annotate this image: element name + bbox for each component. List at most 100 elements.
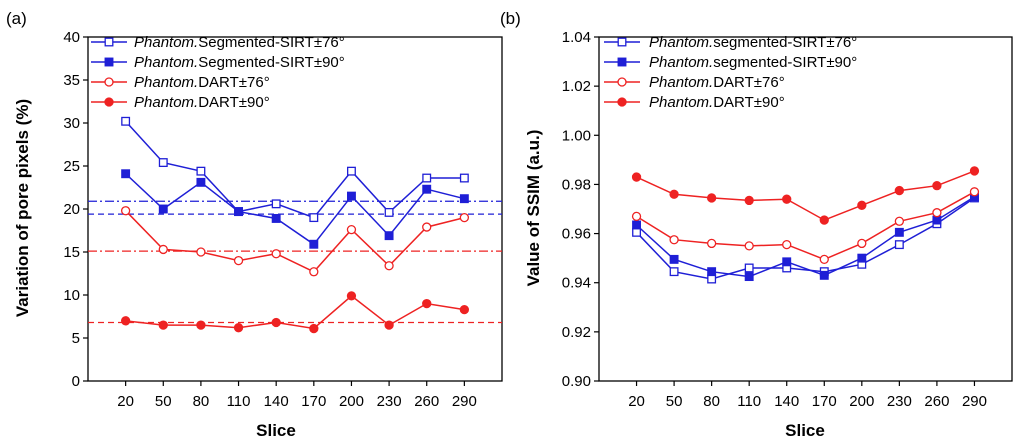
panel-b-series-4-point <box>782 194 792 204</box>
panel-b-series-2-point <box>707 267 717 277</box>
panel-b-legend-label-1: Phantom.segmented-SIRT±76° <box>649 34 857 51</box>
panel-b-series-3-line <box>636 191 975 261</box>
panel-a-x-tick-label: 80 <box>193 393 210 410</box>
panel-a-legend-label-3: Phantom.DART±76° <box>134 74 270 91</box>
panel-b-x-tick-label: 170 <box>812 393 837 410</box>
panel-b-y-tick-label: 1.04 <box>562 29 591 46</box>
panel-a-legend-label-4: Phantom.DART±90° <box>134 94 270 111</box>
panel-b-x-tick-label: 290 <box>962 393 987 410</box>
panel-b-series-4-point <box>631 172 642 182</box>
panel-b: (b) Value of SSIM (a.u.) Slice 0.900.920… <box>500 9 1013 440</box>
panel-a-series-3-point <box>384 261 394 271</box>
panel-a-series-2-line <box>125 173 465 246</box>
panel-a-x-tick-label: 50 <box>155 393 172 410</box>
panel-a-series-2-point <box>121 169 131 179</box>
panel-b-series-3-point <box>932 208 942 218</box>
panel-b-series-1-point <box>894 240 904 250</box>
panel-b-series-1-point <box>669 267 679 277</box>
panel-a: (a) Variation of pore pixels (%) Slice 0… <box>6 9 503 440</box>
panel-b-x-tick-label: 230 <box>887 393 912 410</box>
panel-b-legend-marker-4 <box>617 97 627 107</box>
panel-a-series-4-point <box>309 323 319 334</box>
panel-b-series-2-point <box>744 272 754 282</box>
panel-b-series-3-point <box>782 239 792 250</box>
panel-b-series-2-point <box>782 257 792 267</box>
panel-a-series-4-point <box>384 320 394 330</box>
panel-a-series-1-line <box>125 120 465 219</box>
panel-a-x-tick-label: 230 <box>377 393 402 410</box>
panel-a-series-1-point <box>384 207 394 217</box>
panel-a-x-tick-label: 20 <box>117 393 134 410</box>
panel-b-legend-marker-3 <box>617 77 627 87</box>
panel-a-series-3-point <box>196 247 206 257</box>
panel-a-legend-marker-3 <box>104 77 114 87</box>
panel-a-series-3-point <box>158 244 168 255</box>
panel-b-series-4-point <box>969 166 980 176</box>
panel-a-y-tick-label: 25 <box>63 158 80 175</box>
panel-a-legend-label-2: Phantom.Segmented-SIRT±90° <box>134 54 345 71</box>
panel-a-series-1-point <box>347 166 356 176</box>
panel-b-y-axis-title: Value of SSIM (a.u.) <box>524 130 543 287</box>
panel-a-label: (a) <box>6 9 27 28</box>
panel-b-y-tick-label: 0.90 <box>562 373 591 390</box>
panel-a-series-3-point <box>271 249 281 259</box>
panel-a-y-tick-label: 20 <box>63 201 80 218</box>
panel-b-series-2-line <box>635 196 975 278</box>
panel-a-x-axis-title: Slice <box>256 421 296 440</box>
panel-b-plot: 0.90 0.92 0.94 0.96 0.98 1.00 1.02 1.04 20 50 80 11… <box>562 29 1013 410</box>
panel-a-y-tick-label: 15 <box>63 244 80 261</box>
panel-b-series-3-point <box>706 238 717 249</box>
panel-a-series-1-point <box>158 158 168 168</box>
panel-b-series-3-point <box>857 238 867 249</box>
panel-a-series-2-point <box>234 207 243 217</box>
panel-b-series-2-point <box>857 253 867 263</box>
panel-b-series-2-point <box>632 220 641 230</box>
panel-a-y-tick-label: 30 <box>63 115 80 132</box>
panel-a-series-3-point <box>233 255 244 266</box>
panel-a-x-tick-label: 170 <box>301 393 326 410</box>
panel-a-x-tick-label: 140 <box>264 393 289 410</box>
panel-b-legend-label-3: Phantom.DART±76° <box>649 74 785 91</box>
panel-b-y-tick-label: 1.02 <box>562 78 591 95</box>
panel-a-series-4-line <box>125 294 465 330</box>
panel-a-series-1-point <box>121 116 131 126</box>
panel-b-x-tick-label: 260 <box>924 393 949 410</box>
panel-a-series-1-point <box>271 199 281 209</box>
panel-a-series-2-point <box>271 214 281 223</box>
panel-b-y-tick-label: 1.00 <box>562 127 591 144</box>
panel-a-legend-marker-2 <box>104 57 114 67</box>
panel-b-y-tick-label: 0.92 <box>562 324 591 341</box>
panel-a-x-tick-label: 110 <box>227 393 251 410</box>
panel-a-series-3-point <box>422 222 432 232</box>
panel-b-series-4-point <box>894 185 905 196</box>
panel-a-series-1-point <box>196 166 206 176</box>
panel-a-series-3-point <box>459 212 470 223</box>
panel-a-y-tick-label: 40 <box>63 29 80 46</box>
panel-b-x-tick-label: 110 <box>737 393 761 410</box>
panel-b-x-tick-label: 80 <box>703 393 720 410</box>
panel-a-series-4-point <box>120 316 131 326</box>
panel-a-series-2-point <box>309 239 319 249</box>
panel-b-series-2-point <box>819 270 829 280</box>
panel-b-series-1-point <box>744 263 754 273</box>
panel-b-plot-frame <box>598 36 1013 382</box>
panel-b-series-4-point <box>857 200 867 210</box>
panel-b-x-tick-label: 200 <box>849 393 874 410</box>
panel-a-series-3-point <box>120 206 131 216</box>
panel-a-series-2-point <box>347 191 356 201</box>
panel-a-series-4-point <box>346 291 357 301</box>
panel-b-legend-marker-1 <box>617 37 627 47</box>
panel-a-x-tick-label: 200 <box>339 393 364 410</box>
panel-a-x-tick-label: 260 <box>414 393 439 410</box>
panel-b-series-4-line <box>636 170 975 221</box>
panel-b-series-1-point <box>632 227 641 237</box>
panel-a-y-axis-title: Variation of pore pixels (%) <box>13 99 32 317</box>
panel-b-series-3-point <box>669 235 679 245</box>
panel-a-plot: 0 5 10 15 20 25 30 35 40 20 50 80 110 140 170 200 230 260… <box>63 29 503 410</box>
panel-b-series-4-point <box>932 181 942 191</box>
panel-a-legend-marker-1 <box>104 37 114 47</box>
panel-b-x-tick-label: 20 <box>628 393 645 410</box>
panel-a-series-2-point <box>384 231 394 241</box>
panel-b-series-4-point <box>669 189 679 199</box>
panel-a-series-3-point <box>346 224 357 235</box>
